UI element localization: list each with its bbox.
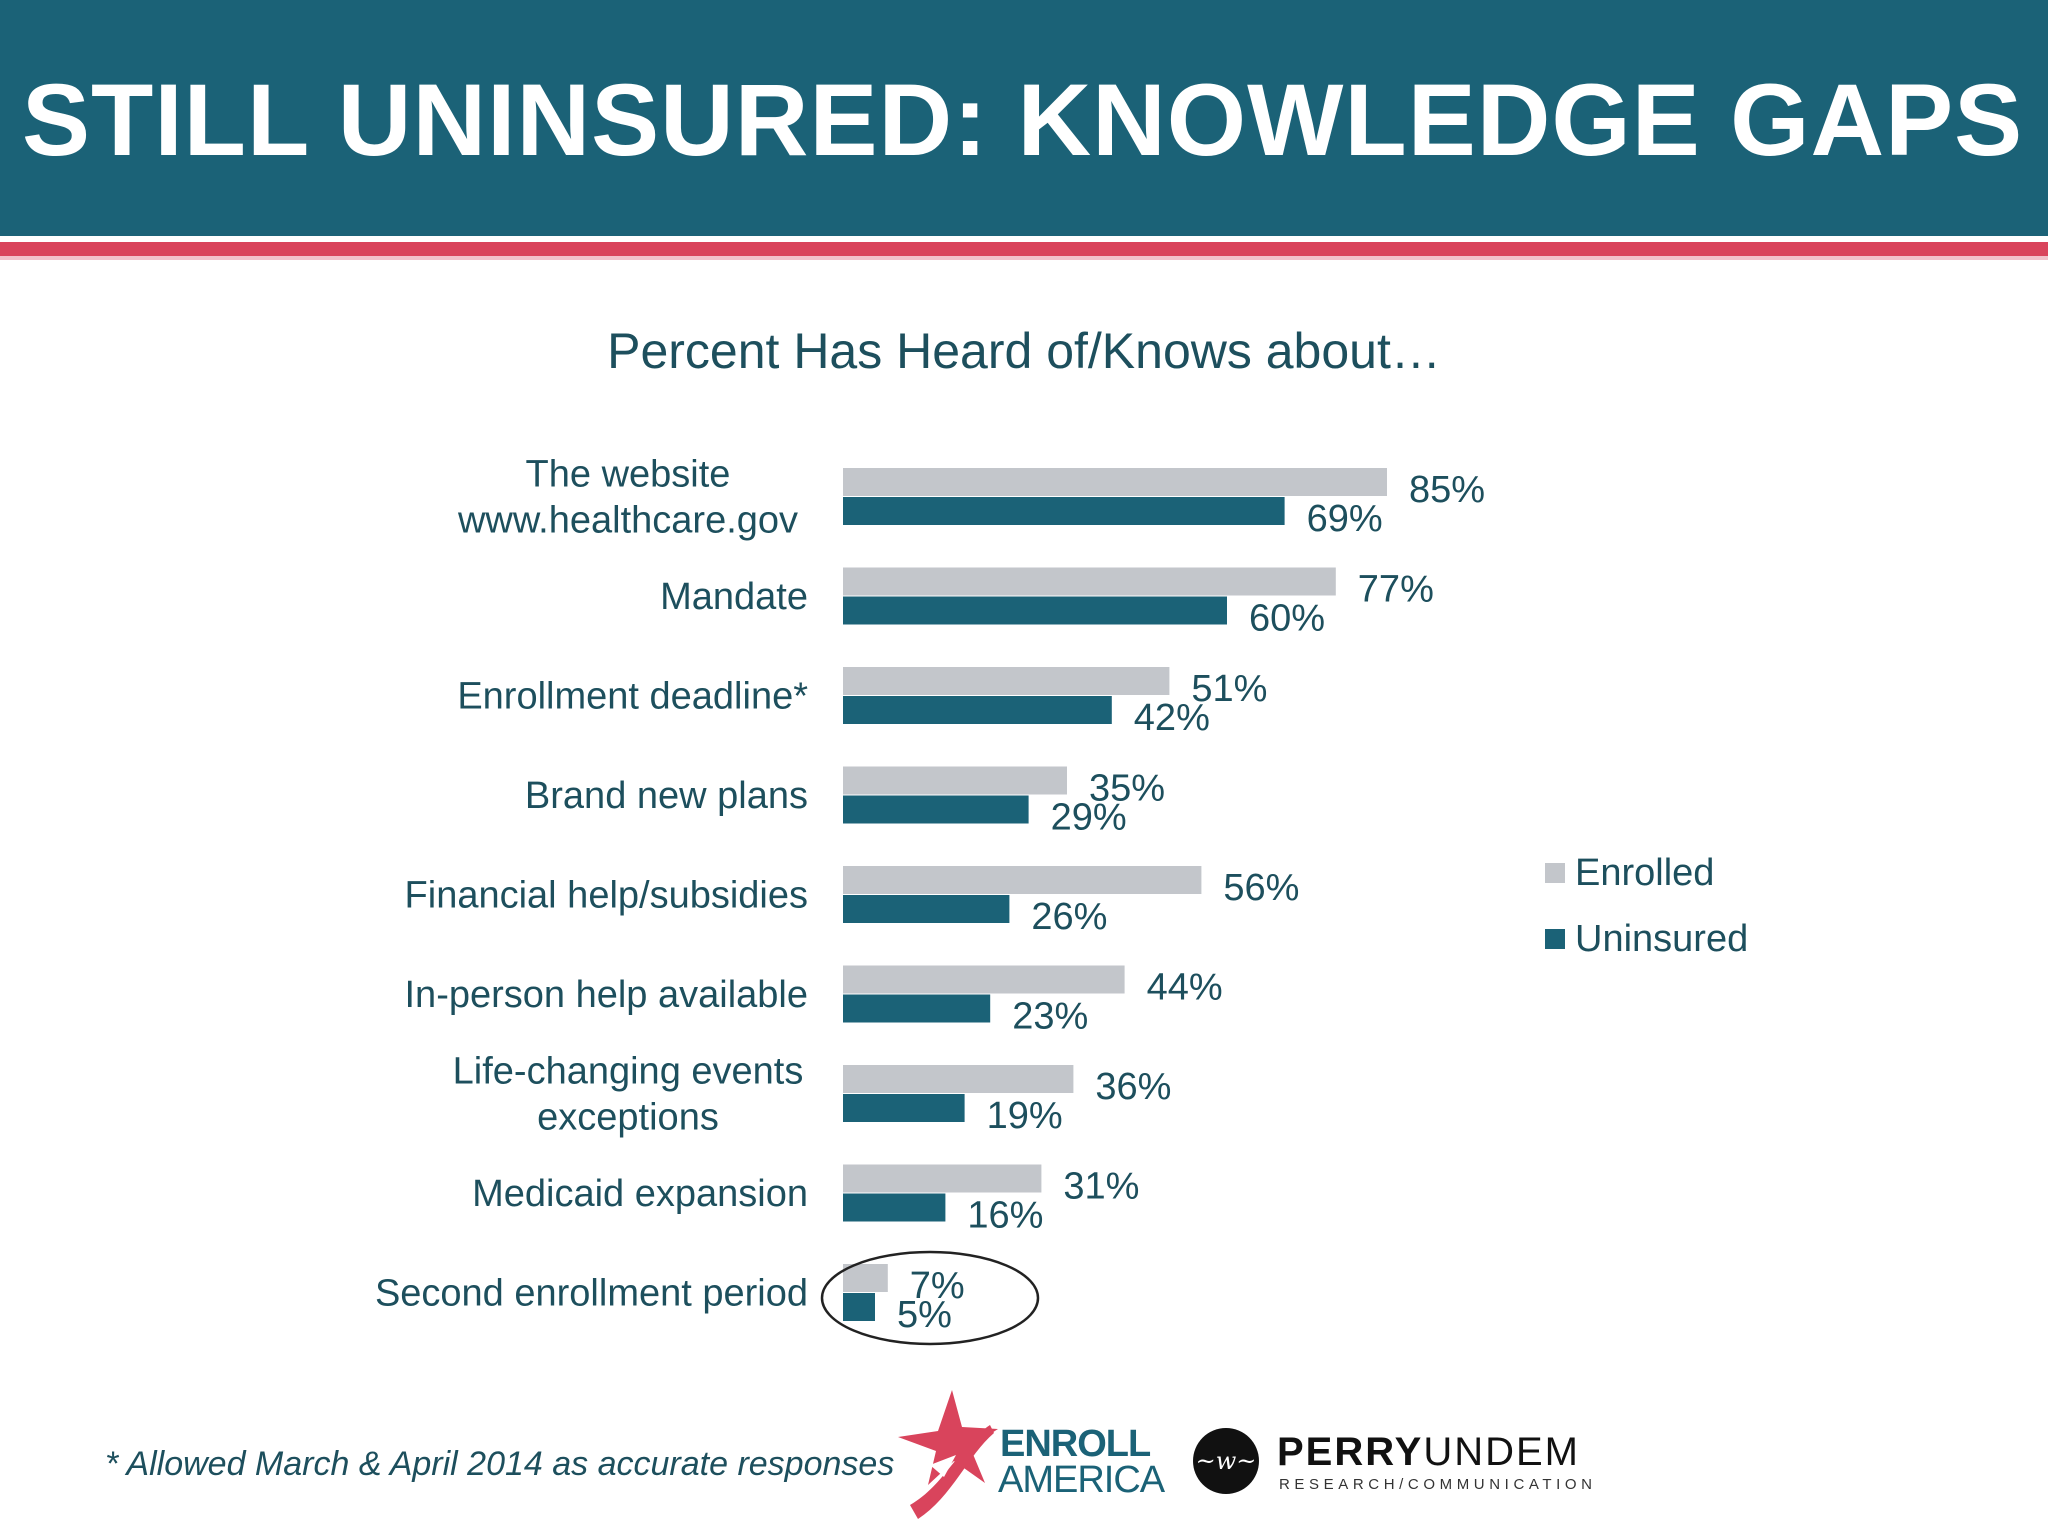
data-label-enrolled-the-website-www-healthcare-gov: 85% [1409, 469, 1485, 511]
chart-legend: Enrolled Uninsured [1545, 840, 1748, 972]
legend-label-uninsured: Uninsured [1575, 917, 1749, 960]
header-divider-red [0, 242, 2048, 256]
perry-logo-subtitle: RESEARCH/COMMUNICATION [1279, 1476, 1597, 1493]
data-label-enrolled-life-changing-events-exceptions: 36% [1095, 1066, 1171, 1108]
legend-swatch-enrolled [1545, 863, 1565, 883]
legend-item-uninsured: Uninsured [1545, 906, 1748, 972]
data-label-enrolled-medicaid-expansion: 31% [1063, 1166, 1139, 1208]
data-label-uninsured-enrollment-deadline: 42% [1134, 697, 1210, 739]
bar-uninsured-brand-new-plans [843, 795, 1029, 824]
bar-uninsured-mandate [843, 596, 1227, 625]
chart-title: Percent Has Heard of/Knows about… [607, 323, 1441, 379]
data-label-enrolled-brand-new-plans: 35% [1089, 768, 1165, 810]
data-label-enrolled-mandate: 77% [1358, 569, 1434, 611]
category-label: Financial help/subsidies [405, 875, 808, 917]
bar-enrolled-the-website-www-healthcare-gov [843, 468, 1387, 496]
legend-item-enrolled: Enrolled [1545, 840, 1748, 906]
bar-enrolled-enrollment-deadline [843, 667, 1170, 695]
bar-enrolled-life-changing-events-exceptions [843, 1065, 1074, 1093]
category-label: www.healthcare.gov [457, 500, 798, 542]
data-label-uninsured-brand-new-plans: 29% [1051, 797, 1127, 839]
bar-enrolled-financial-help-subsidies [843, 866, 1202, 894]
category-label: exceptions [537, 1097, 719, 1139]
highlight-circle [820, 1250, 1040, 1346]
category-label: Mandate [660, 576, 808, 618]
category-label: In-person help available [405, 974, 809, 1016]
category-label: Brand new plans [525, 775, 808, 817]
perry-logo-name: PERRYUNDEM [1277, 1430, 1580, 1475]
bar-uninsured-life-changing-events-exceptions [843, 1094, 965, 1122]
legend-label-enrolled: Enrolled [1575, 851, 1715, 894]
perry-logo-light: UNDEM [1423, 1430, 1580, 1474]
enroll-logo-line1: ENROLL [1000, 1423, 1151, 1465]
category-label: Second enrollment period [375, 1273, 808, 1315]
data-label-uninsured-mandate: 60% [1249, 598, 1325, 640]
bar-uninsured-the-website-www-healthcare-gov [843, 497, 1285, 525]
bar-enrolled-mandate [843, 567, 1336, 596]
bar-uninsured-second-enrollment-period [843, 1293, 875, 1321]
data-label-uninsured-the-website-www-healthcare-gov: 69% [1307, 498, 1383, 540]
enroll-america-logo: ENROLL AMERICA [890, 1385, 1180, 1525]
category-label: Enrollment deadline* [457, 676, 808, 718]
perry-logo-bold: PERRY [1277, 1430, 1424, 1474]
data-label-uninsured-in-person-help-available: 23% [1012, 996, 1088, 1038]
header-divider-pink [0, 256, 2048, 260]
category-label: Life-changing events [453, 1051, 804, 1093]
bar-uninsured-enrollment-deadline [843, 696, 1112, 724]
bar-enrolled-medicaid-expansion [843, 1164, 1042, 1193]
category-label: Medicaid expansion [472, 1173, 808, 1215]
legend-swatch-uninsured [1545, 929, 1565, 949]
page-title: STILL UNINSURED: KNOWLEDGE GAPS [22, 63, 2024, 177]
data-label-uninsured-second-enrollment-period: 5% [897, 1294, 952, 1336]
bar-enrolled-brand-new-plans [843, 766, 1067, 795]
perry-undem-mark-icon: ~w~ [1193, 1428, 1259, 1494]
data-label-uninsured-medicaid-expansion: 16% [967, 1195, 1043, 1237]
bar-enrolled-in-person-help-available [843, 965, 1125, 994]
star-swoosh-icon [898, 1390, 998, 1519]
category-label: The website [526, 454, 731, 496]
data-label-enrolled-financial-help-subsidies: 56% [1223, 867, 1299, 909]
enroll-logo-line2: AMERICA [998, 1459, 1165, 1501]
data-label-uninsured-financial-help-subsidies: 26% [1031, 896, 1107, 938]
bar-enrolled-second-enrollment-period [843, 1264, 888, 1292]
bar-uninsured-financial-help-subsidies [843, 895, 1010, 923]
data-label-enrolled-second-enrollment-period: 7% [910, 1265, 965, 1307]
data-label-enrolled-in-person-help-available: 44% [1147, 967, 1223, 1009]
header-bar: STILL UNINSURED: KNOWLEDGE GAPS [0, 0, 2048, 236]
bar-uninsured-in-person-help-available [843, 994, 991, 1023]
header-divider-white [0, 236, 2048, 242]
perry-undem-logo: ~w~ PERRYUNDEM RESEARCH/COMMUNICATION [1193, 1420, 1643, 1500]
data-label-enrolled-enrollment-deadline: 51% [1191, 668, 1267, 710]
footnote: * Allowed March & April 2014 as accurate… [105, 1445, 895, 1483]
bar-uninsured-medicaid-expansion [843, 1193, 946, 1222]
data-label-uninsured-life-changing-events-exceptions: 19% [987, 1095, 1063, 1137]
